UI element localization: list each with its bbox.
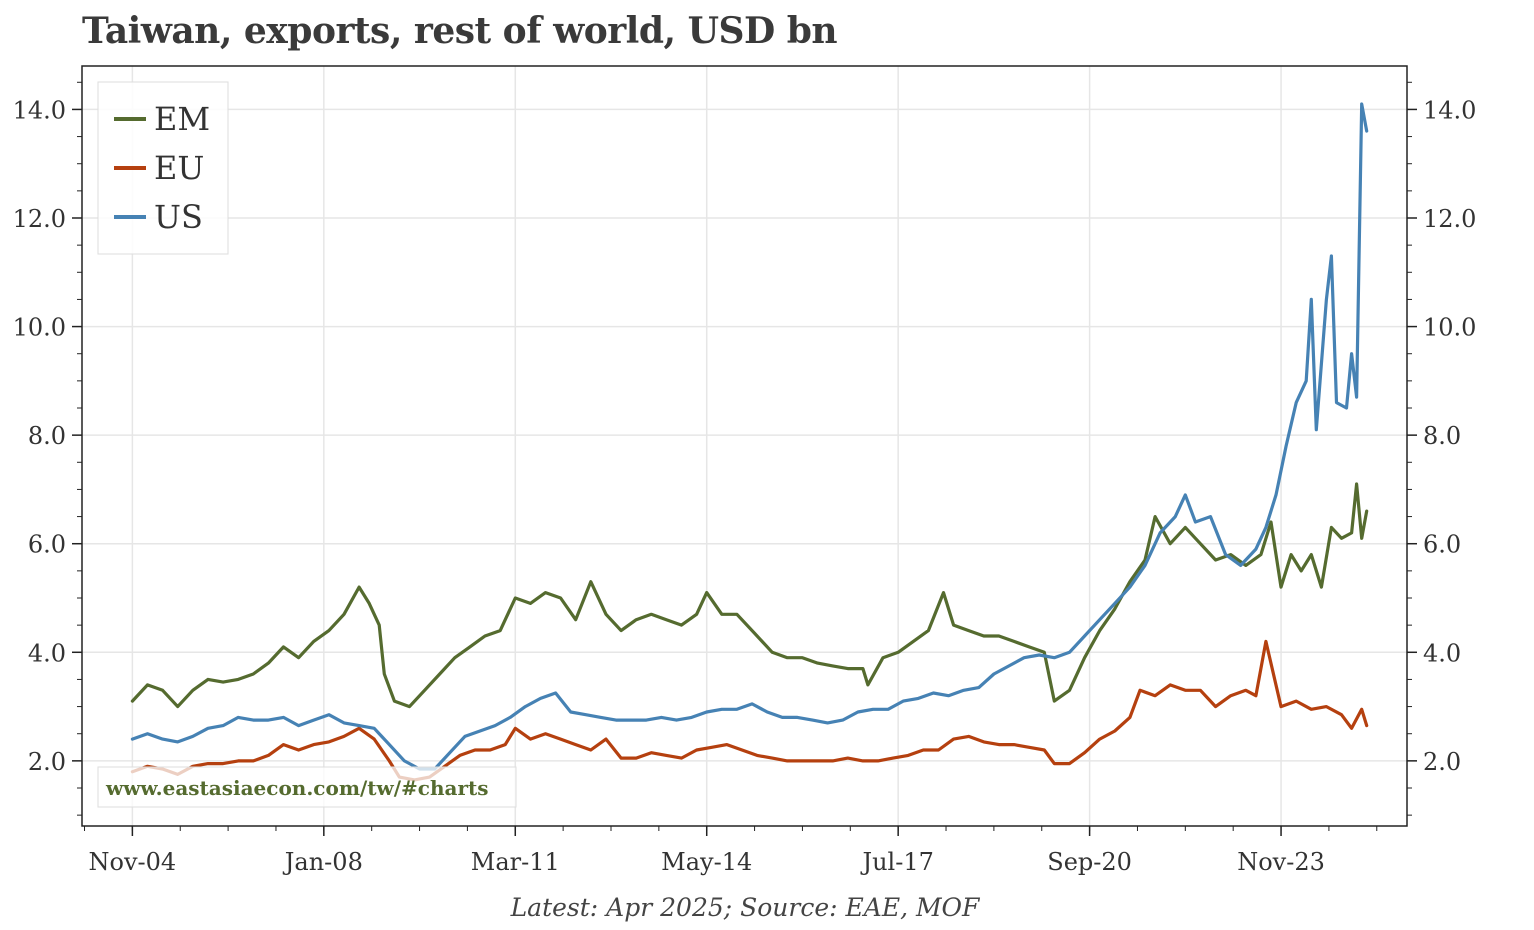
y-tick-label-left: 4.0: [28, 639, 66, 667]
series-line-eu: [130, 639, 1369, 782]
y-tick-label-left: 8.0: [28, 422, 66, 450]
x-tick-label: May-14: [661, 848, 752, 876]
legend-label-us: US: [154, 198, 203, 236]
y-tick-label-left: 10.0: [13, 314, 66, 342]
x-tick-label: Nov-04: [89, 848, 177, 876]
x-tick-label: Jan-08: [282, 848, 363, 876]
series-line-us: [130, 102, 1369, 771]
x-tick-label: Mar-11: [471, 848, 560, 876]
plot-frame: [81, 65, 1408, 827]
y-tick-label-right: 8.0: [1423, 422, 1461, 450]
y-tick-label-right: 10.0: [1423, 314, 1476, 342]
y-tick-label-right: 12.0: [1423, 205, 1476, 233]
series-lines: [130, 102, 1369, 782]
x-tick-label: Sep-20: [1047, 848, 1132, 876]
gridlines: [82, 66, 1407, 826]
source-footnote: Latest: Apr 2025; Source: EAE, MOF: [510, 893, 980, 922]
chart-title: Taiwan, exports, rest of world, USD bn: [82, 10, 838, 52]
y-tick-label-left: 2.0: [28, 748, 66, 776]
x-tick-label: Jul-17: [859, 848, 933, 876]
y-tick-label-right: 14.0: [1423, 96, 1476, 124]
y-tick-label-right: 6.0: [1423, 531, 1461, 559]
y-tick-label-right: 4.0: [1423, 639, 1461, 667]
y-tick-label-left: 14.0: [13, 96, 66, 124]
watermark-text: www.eastasiaecon.com/tw/#charts: [105, 776, 489, 800]
watermark: www.eastasiaecon.com/tw/#charts: [97, 766, 517, 808]
legend-label-em: EM: [154, 100, 210, 138]
series-line-em: [130, 482, 1369, 709]
watermark-box: [97, 766, 517, 808]
legend: EM EU US: [97, 81, 229, 255]
y-tick-label-left: 12.0: [13, 205, 66, 233]
y-tick-label-right: 2.0: [1423, 748, 1461, 776]
y-tick-label-left: 6.0: [28, 531, 66, 559]
x-tick-label: Nov-23: [1237, 848, 1325, 876]
axes: 2.0 2.0 4.0 4.0 6.0 6.0 8.0 8.0 10.0 10.0 12.0 12.0…: [13, 81, 1476, 876]
legend-label-eu: EU: [154, 149, 204, 187]
